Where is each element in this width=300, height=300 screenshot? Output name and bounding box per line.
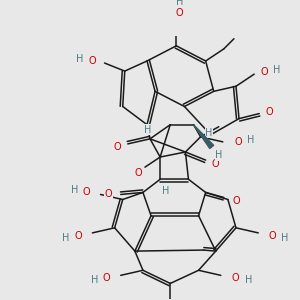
Text: O: O [88, 56, 96, 66]
Polygon shape [194, 125, 214, 148]
Text: O: O [134, 168, 142, 178]
Text: O: O [82, 188, 90, 197]
Text: H: H [245, 275, 253, 285]
Text: O: O [234, 137, 242, 147]
Text: O: O [212, 159, 220, 169]
Text: H: H [70, 185, 78, 195]
Text: O: O [232, 196, 240, 206]
Text: O: O [105, 190, 112, 200]
Text: H: H [248, 135, 255, 145]
Text: H: H [91, 275, 98, 285]
Text: O: O [266, 106, 273, 116]
Text: H: H [215, 150, 223, 160]
Text: H: H [161, 186, 169, 197]
Text: H: H [281, 233, 288, 243]
Text: O: O [231, 273, 239, 284]
Text: H: H [62, 233, 70, 243]
Text: H: H [176, 0, 183, 7]
Text: O: O [74, 231, 82, 241]
Text: O: O [176, 8, 183, 19]
Text: O: O [268, 231, 276, 241]
Text: O: O [103, 273, 110, 284]
Text: H: H [205, 128, 212, 138]
Text: H: H [144, 125, 152, 135]
Text: O: O [260, 67, 268, 77]
Text: H: H [273, 65, 280, 75]
Text: O: O [114, 142, 122, 152]
Text: H: H [76, 54, 83, 64]
